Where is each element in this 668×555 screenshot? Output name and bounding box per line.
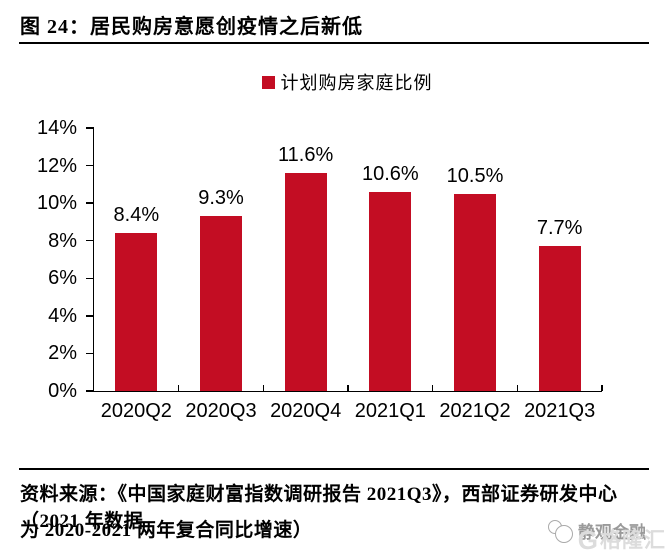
x-tick-label: 2021Q3 [524, 400, 596, 422]
y-axis-labels: 0% 2% 4% 6% 8% 10% 12% 14% [0, 117, 77, 402]
bar [284, 173, 327, 391]
x-tick-label: 2021Q2 [439, 400, 511, 422]
bar-value-label: 10.5% [446, 164, 504, 187]
x-axis-tick [601, 385, 603, 391]
y-tick-label: 14% [36, 117, 77, 139]
x-axis-tick [347, 385, 349, 391]
y-axis-tick [86, 277, 94, 280]
brand-logo-icon [548, 519, 574, 543]
brand-watermark-text: 静观金融 [578, 523, 646, 542]
x-tick-label: 2020Q3 [185, 400, 257, 422]
x-axis-tick [516, 385, 519, 391]
source-note-line1: 资料来源：《中国家庭财富指数调研报告 2021Q3》，西部证券研发中心（2021… [20, 484, 618, 532]
y-axis-tick [86, 164, 94, 167]
y-tick-label: 4% [48, 304, 77, 327]
bar [369, 191, 412, 391]
x-tick-label: 2021Q1 [354, 400, 426, 422]
x-axis-tick [262, 385, 265, 391]
plot-area: 8.4% 2020Q2 9.3% 2020Q3 11.6% 2020Q4 10.6% 2021… [86, 127, 603, 422]
y-tick-label: 0% [48, 380, 77, 402]
y-tick-label: 6% [48, 267, 77, 290]
x-axis-tick [177, 385, 180, 391]
y-axis-tick [86, 352, 94, 355]
y-tick-label: 12% [36, 154, 77, 177]
bar [115, 233, 158, 391]
bar-value-label: 7.7% [536, 217, 583, 240]
bar-value-label: 11.6% [278, 144, 334, 167]
gelonghui-g-icon: G [577, 525, 598, 555]
gelonghui-logo-watermark: G 格隆汇 [578, 527, 666, 553]
y-axis-tick [86, 127, 94, 129]
gelonghui-watermark-text: 格隆汇 [600, 528, 666, 552]
y-tick-label: 2% [48, 342, 77, 365]
bar-value-label: 10.6% [361, 162, 419, 185]
y-axis-tick [86, 239, 94, 242]
figure-title: 图 24：居民购房意愿创疫情之后新低 [20, 16, 363, 38]
brand-watermark: 静观金融 [548, 518, 646, 543]
y-tick-label: 8% [48, 229, 77, 252]
bar-value-label: 8.4% [113, 204, 160, 227]
title-divider [19, 42, 649, 44]
bar [454, 193, 496, 391]
x-axis-tick [431, 385, 434, 391]
x-tick-label: 2020Q2 [100, 400, 172, 422]
footer-divider [19, 468, 649, 470]
bar-value-label: 9.3% [198, 187, 244, 210]
y-axis-tick [86, 202, 94, 204]
y-tick-label: 10% [36, 192, 77, 215]
bar [200, 216, 242, 391]
y-axis-tick [86, 390, 94, 392]
legend-color-swatch [261, 75, 275, 89]
chart-legend: 计划购房家庭比例 [93, 72, 601, 93]
legend-label: 计划购房家庭比例 [280, 73, 433, 93]
y-axis-tick [86, 315, 94, 317]
bar [538, 246, 581, 391]
source-note-line2: 为 2020-2021 两年复合同比增速） [20, 520, 313, 541]
x-tick-label: 2020Q4 [270, 400, 342, 422]
